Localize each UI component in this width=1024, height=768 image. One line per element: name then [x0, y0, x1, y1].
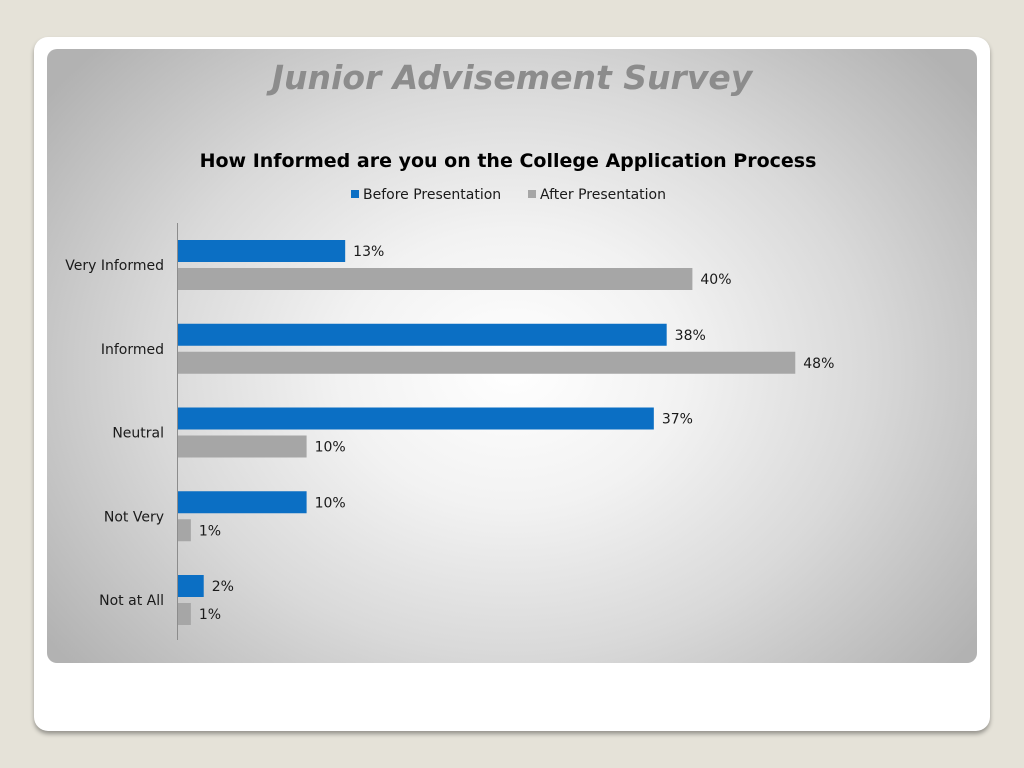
- data-label: 40%: [700, 272, 731, 288]
- bar-after: [178, 268, 693, 290]
- legend-label-before: Before Presentation: [363, 187, 501, 203]
- bar-before: [178, 491, 307, 514]
- bar-before: [178, 575, 204, 597]
- data-label: 2%: [212, 579, 234, 595]
- data-label: 48%: [803, 356, 834, 372]
- legend-label-after: After Presentation: [540, 187, 666, 203]
- data-label: 13%: [353, 244, 384, 260]
- slide-title: Junior Advisement Survey: [271, 58, 753, 97]
- bar-after: [178, 435, 307, 458]
- category-label: Not at All: [99, 593, 164, 609]
- data-label: 1%: [199, 523, 221, 539]
- bar-after: [178, 519, 191, 542]
- bar-after: [178, 603, 191, 625]
- category-label: Not Very: [104, 509, 164, 525]
- data-label: 1%: [199, 607, 221, 623]
- category-label: Very Informed: [65, 258, 164, 274]
- chart-marks: Very Informed 13% 40% Informed 38% 48% Neutral…: [65, 240, 834, 625]
- bar-before: [178, 240, 346, 262]
- legend-swatch-after: [528, 190, 536, 198]
- category-label: Informed: [101, 342, 164, 358]
- category-label: Neutral: [112, 426, 164, 442]
- legend-swatch-before: [351, 190, 359, 198]
- data-label: 10%: [315, 495, 346, 511]
- data-label: 10%: [315, 440, 346, 456]
- data-label: 37%: [662, 412, 693, 428]
- chart-title: How Informed are you on the College Appl…: [200, 150, 817, 172]
- bar-after: [178, 351, 796, 374]
- bar-before: [178, 407, 654, 430]
- legend: Before Presentation After Presentation: [351, 187, 666, 203]
- data-label: 38%: [675, 328, 706, 344]
- bar-before: [178, 323, 667, 346]
